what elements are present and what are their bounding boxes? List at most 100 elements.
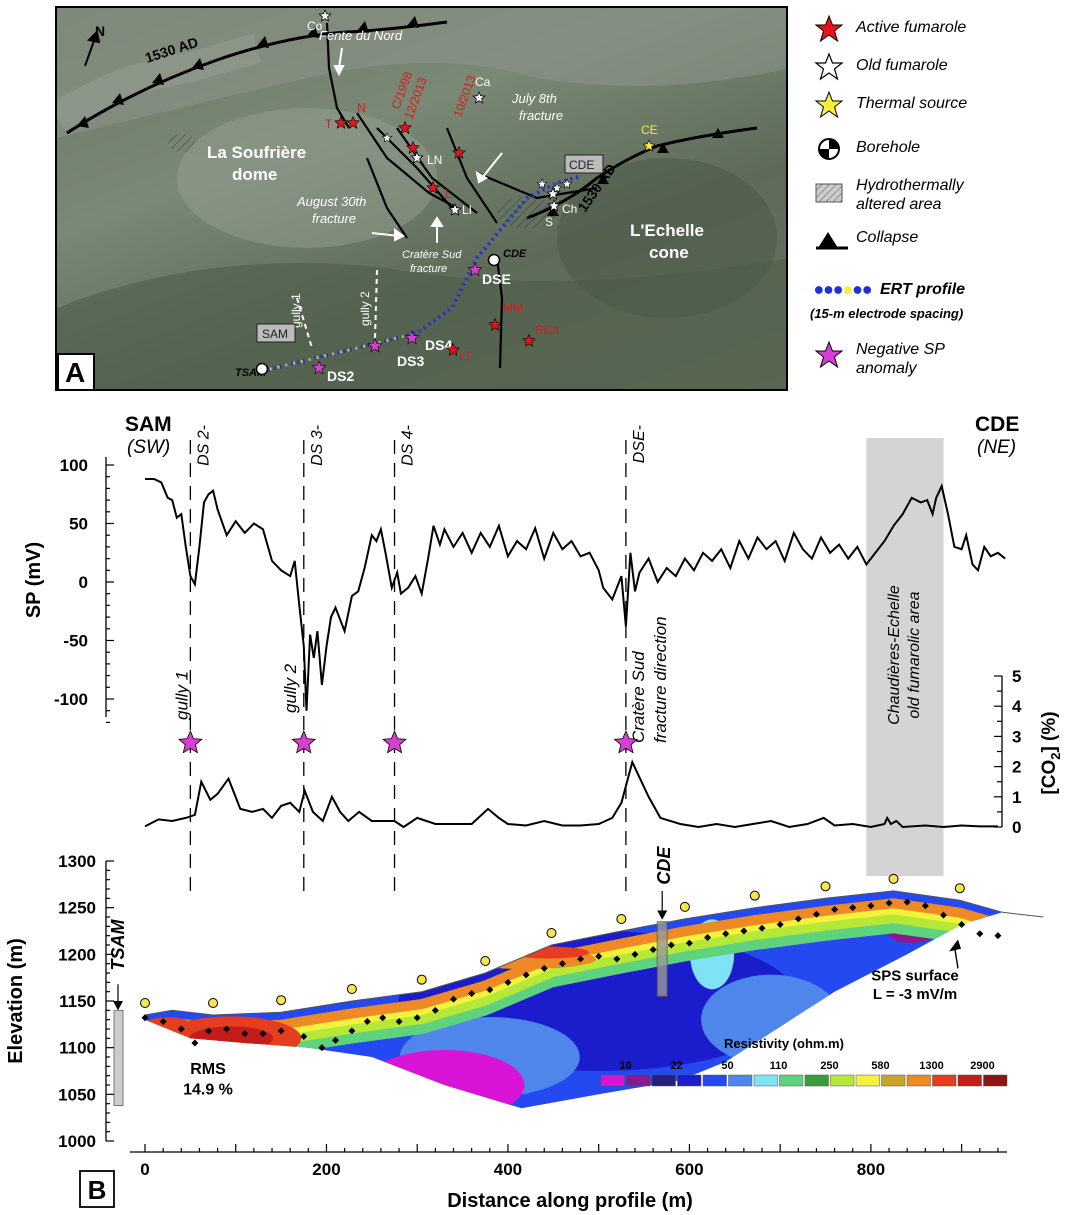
legend-item-old-fumarole: Old fumarole [810, 52, 1065, 82]
marker-label: DS 4- [400, 425, 417, 466]
sps-surface-point [159, 1018, 167, 1026]
rms-value: 14.9 % [183, 1081, 233, 1098]
sps-arrow [954, 949, 959, 969]
elevation-tick-label: 1050 [58, 1085, 96, 1104]
yellow-star-icon [814, 90, 844, 119]
legend-item-borehole: Borehole [810, 134, 1065, 164]
electrode-marker [276, 995, 287, 1006]
elevation-axis-label: Elevation (m) [5, 938, 27, 1064]
sps-surface-point [958, 920, 966, 928]
resistivity-color-swatch [600, 1074, 625, 1087]
active-fumarole-label: RCn [535, 323, 559, 337]
co2-tick-label: 4 [1012, 697, 1022, 716]
negative-sp-star [613, 729, 639, 754]
ds3-label: DS3 [397, 353, 424, 369]
panel-a-label: A [65, 357, 85, 388]
magenta-star-icon [367, 338, 383, 353]
profile-end-left: SAM [125, 413, 172, 436]
sp-tick-label: 50 [69, 515, 88, 534]
sps-surface-point [468, 990, 476, 998]
fracture-direction-label: Cratère Sud [629, 651, 648, 743]
white-star-icon [472, 90, 486, 104]
panel-b-label: B [88, 1175, 107, 1205]
topography-line [144, 890, 1003, 1016]
co2-tick-label: 0 [1012, 818, 1021, 837]
fumarolic-area-label: old fumarolic area [906, 591, 923, 718]
sps-surface-point [740, 927, 748, 935]
sps-surface-point [722, 930, 730, 938]
sps-surface-point [277, 1027, 285, 1035]
resistivity-color-swatch [677, 1074, 702, 1087]
profile-end-left-sub: (SW) [127, 437, 170, 458]
sps-surface-point [867, 902, 875, 910]
map-panel: A N La Soufrière dome L'Echelle cone 1530 AD 15… [55, 6, 788, 391]
active-fumarole-label: T [325, 117, 333, 131]
cde-box-label: CDE [569, 158, 594, 172]
tsam-label: TSAM [108, 919, 128, 971]
legend-label: Borehole [856, 139, 921, 156]
resistivity-tick-label: 250 [820, 1060, 838, 1072]
negative-sp-star [178, 729, 203, 754]
sps-surface-point [413, 1014, 421, 1022]
x-tick-label: 400 [494, 1160, 522, 1179]
fente-label: Fente du Nord [319, 28, 403, 43]
red-star-icon [406, 140, 420, 154]
resistivity-color-swatch [728, 1074, 753, 1087]
x-tick-label: 0 [140, 1160, 149, 1179]
cde-arrowhead [657, 910, 668, 920]
borehole-icon [255, 362, 269, 376]
topography-line [1002, 911, 1044, 918]
resistivity-color-swatch [881, 1074, 906, 1087]
active-fumarole-label: LT [459, 349, 473, 363]
legend-item-altered-area: Hydrothermally altered area [810, 172, 1065, 216]
red-star-icon [522, 333, 536, 347]
ds4-label: DS4 [425, 337, 452, 353]
gully-annotation: gully 1 [172, 671, 191, 720]
sps-surface-point [704, 934, 712, 942]
legend-item-active-fumarole: Active fumarole [810, 14, 1065, 44]
resistivity-color-swatch [957, 1074, 982, 1087]
rms-label: RMS [190, 1061, 226, 1078]
sps-surface-point [994, 932, 1002, 940]
gully-annotation: gully 2 [281, 663, 300, 713]
dome-label: La Soufrière [207, 143, 306, 162]
tsam-arrowhead [113, 1001, 123, 1011]
electrode-marker [749, 890, 760, 901]
sps-surface-point [318, 1044, 326, 1052]
old-fumarole-label: Co [307, 19, 323, 33]
co2-tick-label: 2 [1012, 758, 1021, 777]
sps-surface-point [540, 964, 548, 972]
resistivity-color-swatch [804, 1074, 829, 1087]
sp-tick-label: -100 [54, 690, 88, 709]
profile-chart: Chaudières-Echelle old fumarolic area DS 2… [5, 413, 1063, 1212]
legend-item-ert-profile: ERT profile (15-m electrode spacing) [810, 276, 1065, 322]
elevation-tick-label: 1100 [59, 1039, 96, 1058]
north-label: N [95, 23, 105, 39]
resistivity-fill [189, 1026, 274, 1051]
resistivity-color-swatch [932, 1074, 957, 1087]
marker-label: DS 2- [195, 425, 212, 466]
cone-label: cone [649, 243, 689, 262]
fumarolic-area-shade [866, 438, 944, 876]
red-star-icon [488, 317, 502, 331]
old-fumarole-label: S [545, 215, 553, 229]
cratere-fracture-label: Cratère Sud [402, 249, 462, 261]
resistivity-tick-label: 50 [721, 1060, 733, 1072]
legend-label: ERT profile [880, 281, 966, 298]
cde-box [564, 154, 604, 174]
resistivity-color-swatch [830, 1074, 855, 1087]
resistivity-fill [701, 974, 842, 1065]
sam-box [256, 323, 296, 343]
old-fumarole-label: Ca [475, 75, 491, 89]
borehole-icon [487, 253, 501, 267]
sps-surface-point [522, 971, 530, 979]
sps-surface-point [300, 1032, 308, 1040]
sps-surface-point [223, 1025, 231, 1033]
july-fracture-label: July 8th [511, 91, 557, 106]
fracture-direction-label: fracture direction [651, 616, 670, 743]
resistivity-color-swatch [779, 1074, 804, 1087]
sps-surface-point [685, 939, 693, 947]
resistivity-tick-label: 1300 [919, 1060, 943, 1072]
cratere-fracture-label: fracture [410, 263, 447, 275]
